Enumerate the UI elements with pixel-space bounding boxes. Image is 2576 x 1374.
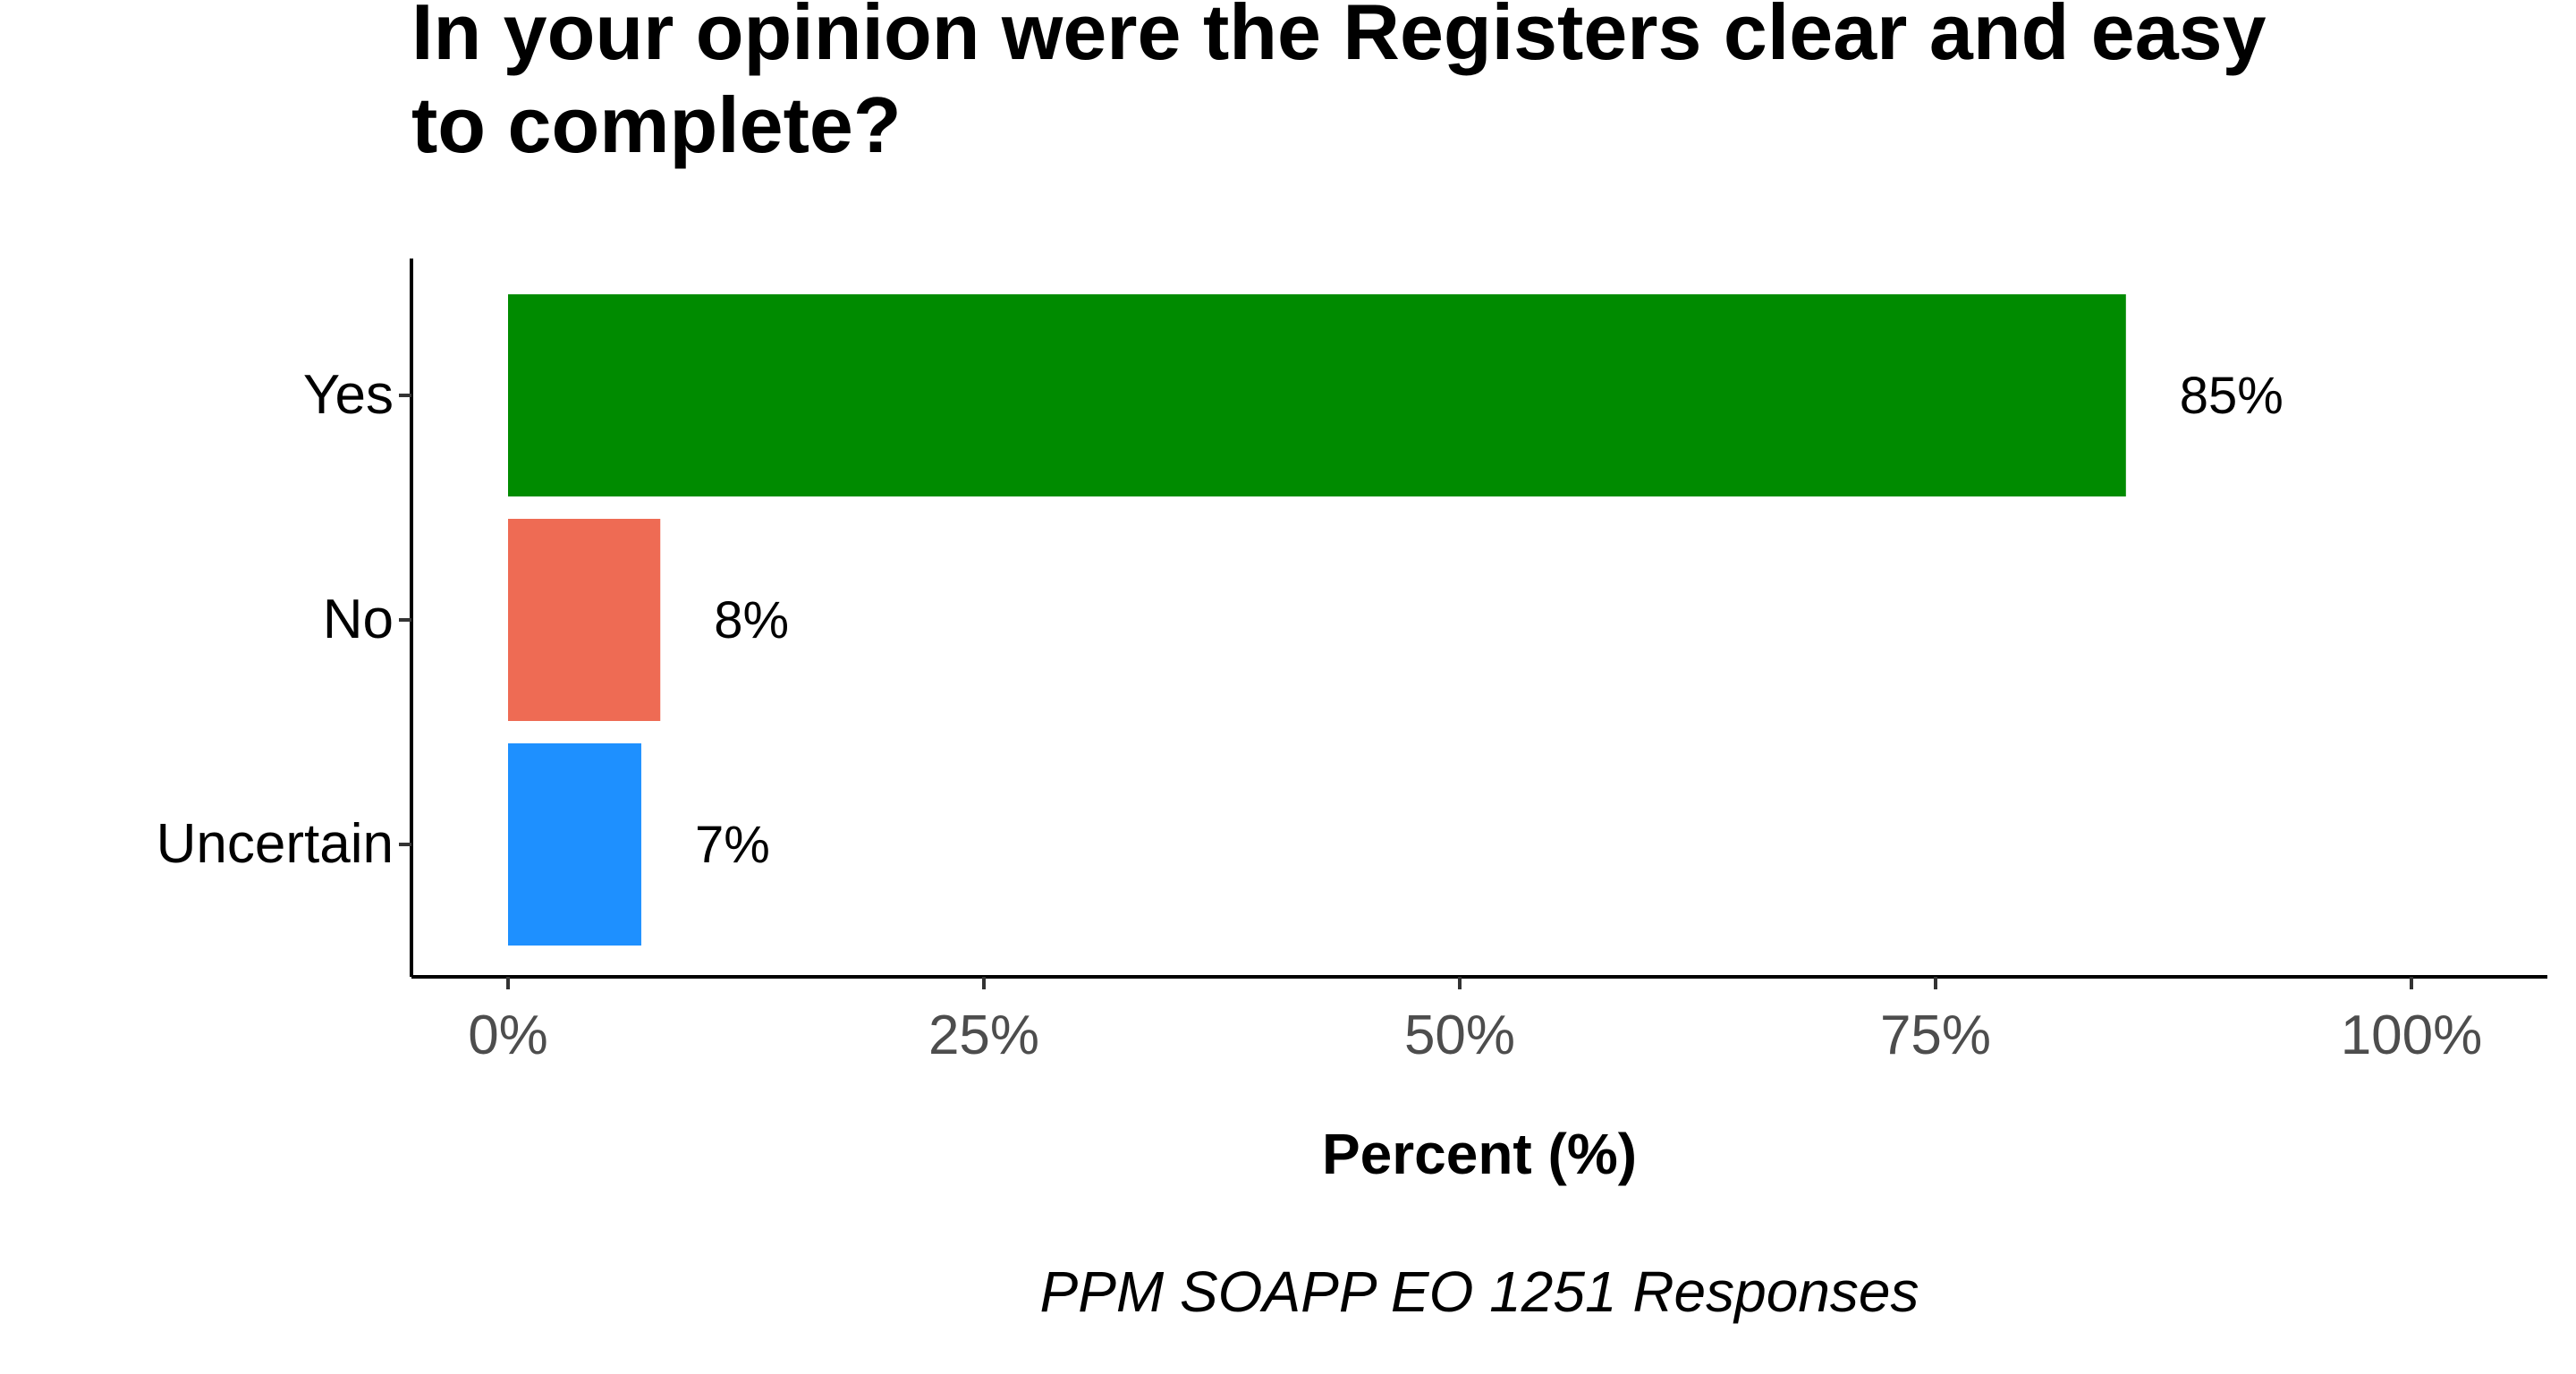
category-label-yes: Yes <box>303 364 394 426</box>
x-tick-label-75: 75% <box>1880 1005 1991 1066</box>
x-tick-label-100: 100% <box>2341 1005 2483 1066</box>
axis-ticks-group: Yes No Uncertain 0% 25% 50% 75% 100% <box>157 364 2483 1066</box>
chart-caption: PPM SOAPP EO 1251 Responses <box>1040 1260 1919 1324</box>
category-label-uncertain: Uncertain <box>157 813 394 875</box>
chart-title-line-2: to complete? <box>411 81 902 169</box>
category-label-no: No <box>323 589 394 650</box>
value-label-no: 8% <box>714 591 789 649</box>
bar-no <box>508 519 661 721</box>
bar-uncertain <box>508 743 641 946</box>
bar-yes <box>508 294 2126 496</box>
bars-group: 85% 8% 7% <box>508 294 2284 946</box>
chart-title-line-1: In your opinion were the Registers clear… <box>411 0 2267 76</box>
x-tick-label-25: 25% <box>928 1005 1039 1066</box>
x-axis-title: Percent (%) <box>1322 1122 1637 1186</box>
value-label-uncertain: 7% <box>695 816 770 874</box>
value-label-yes: 85% <box>2180 367 2284 425</box>
x-tick-label-0: 0% <box>468 1005 548 1066</box>
x-tick-label-50: 50% <box>1404 1005 1515 1066</box>
